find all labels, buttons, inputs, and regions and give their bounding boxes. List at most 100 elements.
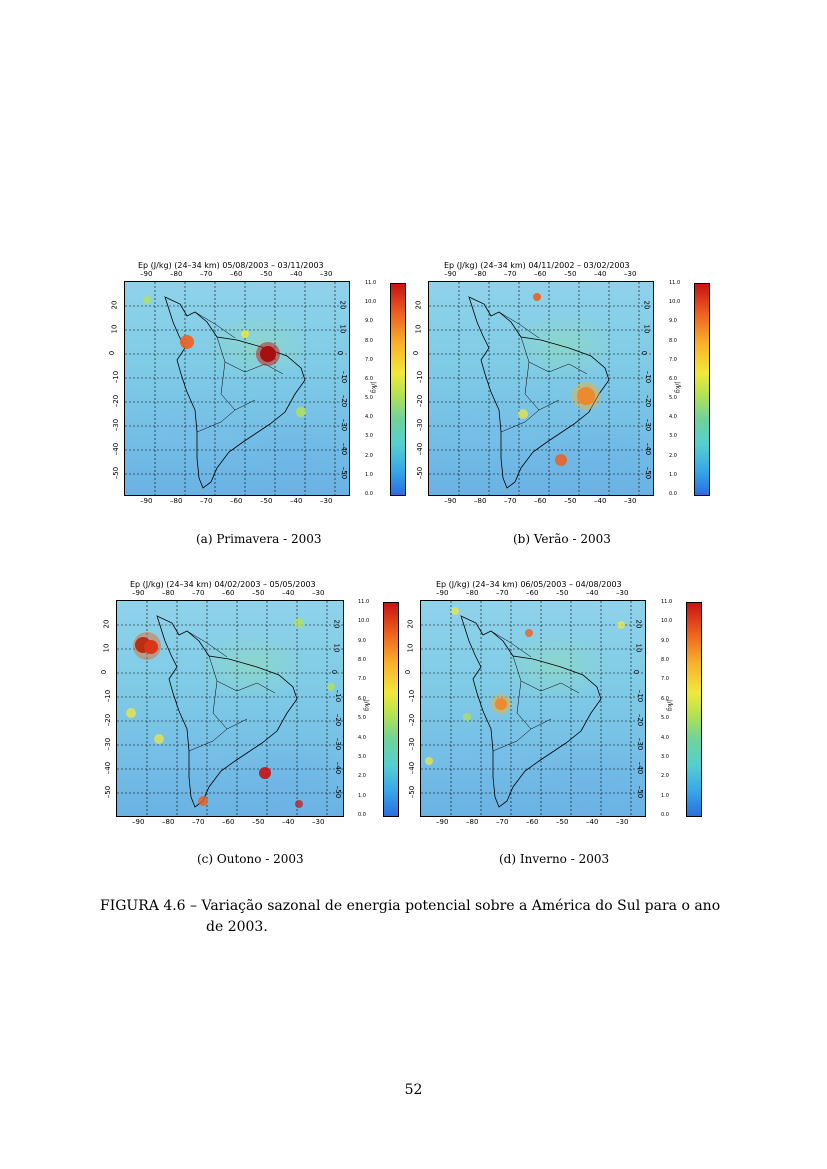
colorbar-tick-label: 7.0 (365, 356, 373, 363)
colorbar-tick-label: 10.0 (365, 299, 377, 306)
lat-tick-label: 10 (332, 643, 341, 653)
colorbar-tick-label: 11.0 (358, 599, 370, 605)
panel-title: Ep (J/kg) (24–34 km) 04/02/2003 – 05/05/… (130, 580, 316, 589)
lon-tick-label: –70 (200, 497, 213, 505)
lon-tick-label: –30 (624, 270, 637, 278)
lat-tick-label: –30 (112, 418, 121, 432)
lat-tick-label: –40 (636, 761, 645, 775)
lat-tick-label: –50 (408, 785, 417, 799)
colorbar-tick-label: 2.0 (358, 773, 366, 780)
lon-tick-label: –70 (200, 270, 213, 278)
lat-tick-label: –40 (340, 442, 349, 456)
subcaption: (c) Outono - 2003 (197, 852, 304, 866)
lon-tick-label: –40 (282, 818, 295, 826)
colorbar-tick-label: 4.0 (669, 414, 677, 421)
lat-tick-label: 10 (338, 324, 347, 334)
lon-tick-label: –70 (192, 589, 205, 597)
map-overlay (125, 282, 349, 495)
lon-tick-label: –90 (132, 818, 145, 826)
lon-tick-label: –80 (162, 589, 175, 597)
map-overlay (117, 601, 343, 816)
lat-tick-label: 20 (414, 300, 423, 310)
lon-tick-label: –30 (320, 270, 333, 278)
lat-tick-label: –20 (408, 713, 417, 727)
lat-tick-label: 0 (632, 669, 641, 675)
lon-tick-label: –30 (624, 497, 637, 505)
map-outono (116, 600, 344, 817)
lat-tick-label: –30 (334, 737, 343, 751)
lat-tick-label: 0 (336, 350, 345, 356)
subcaption: (a) Primavera - 2003 (196, 532, 322, 546)
lat-tick-label: –40 (334, 761, 343, 775)
lon-tick-label: –30 (312, 589, 325, 597)
lon-tick-label: –50 (260, 270, 273, 278)
lat-tick-label: –10 (340, 370, 349, 384)
lon-tick-label: –80 (170, 497, 183, 505)
lat-tick-label: 10 (102, 643, 111, 653)
lat-tick-label: –50 (416, 466, 425, 480)
colorbar-tick-label: 7.0 (358, 676, 366, 683)
lon-tick-label: –50 (556, 589, 569, 597)
lat-tick-label: –20 (644, 394, 653, 408)
colorbar-tick-label: 0.0 (365, 491, 373, 497)
caption-line-1: FIGURA 4.6 – Variação sazonal de energia… (100, 898, 721, 914)
lat-tick-label: 0 (412, 350, 421, 356)
lon-tick-label: –30 (320, 497, 333, 505)
lat-tick-label: –30 (104, 737, 113, 751)
colorbar-tick-label: 10.0 (661, 618, 673, 625)
lat-tick-label: –10 (636, 689, 645, 703)
colorbar (686, 602, 702, 817)
lat-tick-label: –40 (408, 761, 417, 775)
lat-tick-label: 10 (110, 324, 119, 334)
lat-tick-label: 0 (330, 669, 339, 675)
colorbar-tick-label: 7.0 (669, 356, 677, 363)
panel-title: Ep (J/kg) (24–34 km) 04/11/2002 – 03/02/… (444, 261, 630, 270)
lon-tick-label: –90 (132, 589, 145, 597)
colorbar-tick-label: 1.0 (661, 792, 669, 799)
colorbar-tick-label: 3.0 (358, 753, 366, 760)
lon-tick-label: –50 (252, 589, 265, 597)
lat-tick-label: –50 (340, 466, 349, 480)
caption-line-2: de 2003. (206, 919, 268, 935)
map-primavera (124, 281, 350, 496)
colorbar-tick-label: 10.0 (669, 299, 681, 306)
lon-tick-label: –80 (474, 270, 487, 278)
lon-tick-label: –70 (504, 270, 517, 278)
map-overlay (421, 601, 645, 816)
lat-tick-label: –20 (636, 713, 645, 727)
lat-tick-label: –50 (334, 785, 343, 799)
colorbar-unit: J/kg (674, 382, 681, 394)
figure-caption: FIGURA 4.6 – Variação sazonal de energia… (100, 896, 740, 938)
colorbar-unit: J/kg (370, 382, 377, 394)
lat-tick-label: –20 (112, 394, 121, 408)
colorbar (390, 283, 406, 496)
colorbar-tick-label: 6.0 (358, 695, 366, 702)
colorbar-tick-label: 6.0 (669, 375, 677, 382)
lat-tick-label: –50 (644, 466, 653, 480)
lat-tick-label: 0 (640, 350, 649, 356)
lon-tick-label: –90 (444, 497, 457, 505)
lon-tick-label: –40 (586, 589, 599, 597)
colorbar-tick-label: 3.0 (365, 433, 373, 440)
lon-tick-label: –60 (526, 818, 539, 826)
lon-tick-label: –60 (534, 497, 547, 505)
lat-tick-label: –40 (104, 761, 113, 775)
lon-tick-label: –60 (230, 270, 243, 278)
colorbar-tick-label: 8.0 (669, 337, 677, 344)
lat-tick-label: –10 (644, 370, 653, 384)
map-verao (428, 281, 654, 496)
lon-tick-label: –80 (474, 497, 487, 505)
panel-title: Ep (J/kg) (24–34 km) 05/08/2003 – 03/11/… (138, 261, 324, 270)
lat-tick-label: –30 (644, 418, 653, 432)
lon-tick-label: –50 (252, 818, 265, 826)
colorbar-tick-label: 10.0 (358, 618, 370, 625)
page-number: 52 (404, 1082, 423, 1098)
lat-tick-label: –10 (112, 370, 121, 384)
lat-tick-label: –10 (334, 689, 343, 703)
lat-tick-label: –10 (104, 689, 113, 703)
lon-tick-label: –90 (140, 270, 153, 278)
colorbar-tick-label: 0.0 (661, 812, 669, 818)
lat-tick-label: –40 (112, 442, 121, 456)
colorbar-tick-label: 3.0 (669, 433, 677, 440)
colorbar-tick-label: 5.0 (358, 715, 366, 722)
